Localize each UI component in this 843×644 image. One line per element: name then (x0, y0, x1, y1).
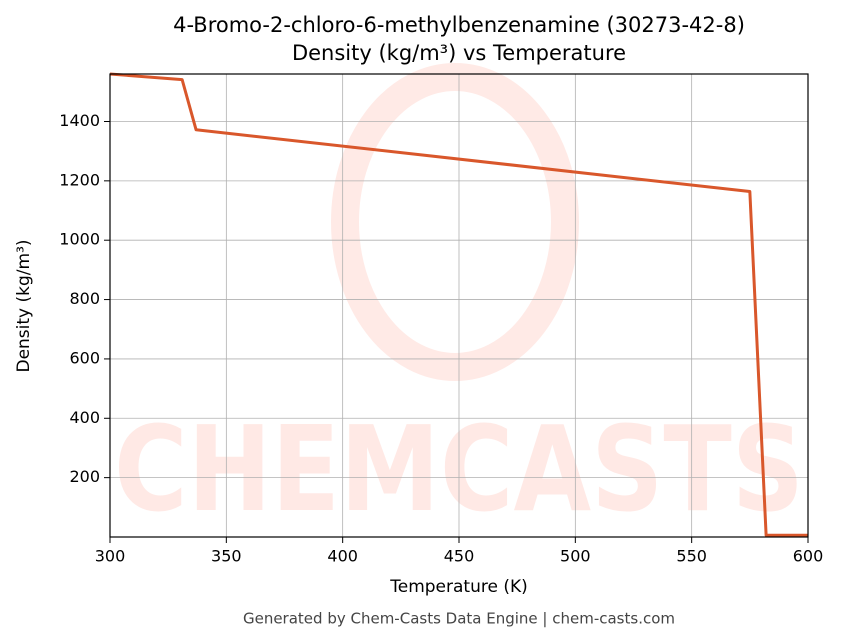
y-tick-label: 1000 (59, 230, 100, 249)
y-tick-label: 1400 (59, 111, 100, 130)
x-axis-label: Temperature (K) (389, 577, 528, 597)
y-tick-label: 400 (69, 408, 100, 427)
x-tick-label: 350 (211, 547, 242, 566)
x-tick-label: 300 (95, 547, 126, 566)
footer: Generated by Chem-Casts Data Engine | ch… (243, 610, 675, 628)
y-tick-label: 200 (69, 467, 100, 486)
chart-title: 4-Bromo-2-chloro-6-methylbenzenamine (30… (173, 13, 745, 37)
x-tick-label: 450 (444, 547, 475, 566)
data-line (109, 72, 808, 537)
y-tick-label: 600 (69, 348, 100, 367)
x-tick-label: 600 (793, 547, 824, 566)
x-tick-label: 550 (676, 547, 707, 566)
x-tick-label: 400 (327, 547, 358, 566)
chart-subtitle: Density (kg/m³) vs Temperature (292, 41, 626, 65)
plot-frame (109, 73, 809, 538)
y-tick-label: 800 (69, 289, 100, 308)
y-axis-label: Density (kg/m³) (14, 239, 34, 372)
x-tick-label: 500 (560, 547, 591, 566)
watermark-logo (331, 63, 579, 381)
y-tick-label: 1200 (59, 170, 100, 189)
